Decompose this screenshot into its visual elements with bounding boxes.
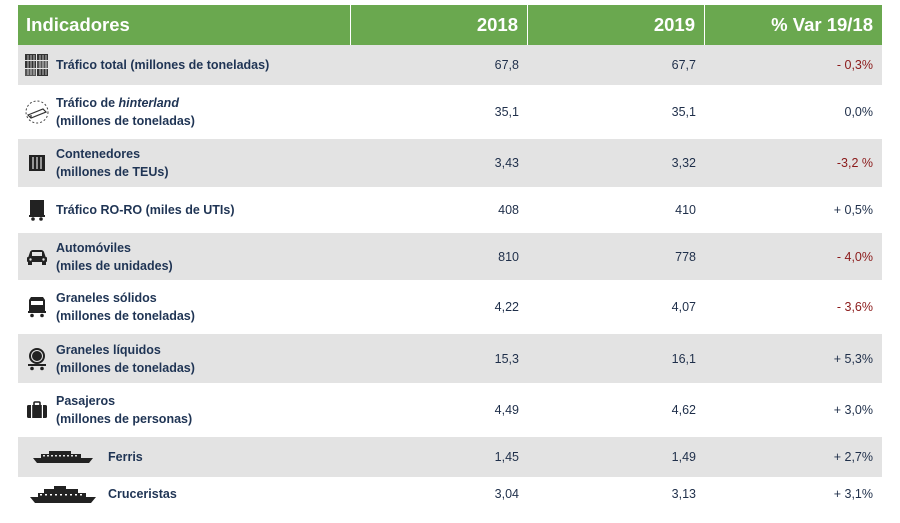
table-row: Tráfico RO-RO (miles de UTIs) 408 410 + … <box>18 189 882 233</box>
header-indicadores: Indicadores <box>18 5 351 45</box>
containers-stack-icon <box>18 53 56 77</box>
value-2019: 410 <box>675 203 696 217</box>
value-2019: 16,1 <box>671 351 696 366</box>
row-label: Ferris <box>108 450 143 464</box>
value-2019: 4,62 <box>671 403 696 417</box>
header-2018: 2018 <box>351 5 528 45</box>
row-label: Cruceristas <box>108 487 177 501</box>
value-2018: 3,04 <box>494 487 519 501</box>
roro-truck-icon <box>18 199 56 221</box>
value-2019: 4,07 <box>671 300 696 314</box>
ferry-icon <box>18 449 108 465</box>
value-var: - 3,6% <box>836 300 873 314</box>
value-var: + 3,0% <box>833 403 873 417</box>
value-2018: 35,1 <box>494 105 519 119</box>
row-label: Contenedores (millones de TEUs) <box>56 147 169 179</box>
header-var: % Var 19/18 <box>771 14 873 35</box>
value-2019: 3,32 <box>671 156 696 170</box>
tank-wagon-icon <box>18 347 56 371</box>
row-label: Tráfico total (millones de toneladas) <box>56 58 270 72</box>
value-2018: 408 <box>498 203 519 217</box>
row-label: Tráfico de hinterland (millones de tonel… <box>56 96 195 128</box>
value-2019: 35,1 <box>671 105 696 119</box>
hinterland-truck-icon <box>18 100 56 124</box>
table-row: Tráfico total (millones de toneladas) 67… <box>18 45 882 87</box>
value-2019: 1,49 <box>671 450 696 464</box>
table-header: Indicadores 2018 2019 % Var 19/18 <box>18 5 882 45</box>
value-2019: 67,7 <box>671 58 696 72</box>
value-var: + 5,3% <box>833 351 873 366</box>
value-var: - 0,3% <box>836 58 873 72</box>
table-row: Cruceristas 3,04 3,13 + 3,1% <box>18 479 882 523</box>
value-2018: 4,22 <box>494 300 519 314</box>
suitcase-icon <box>18 401 56 419</box>
value-var: - 4,0% <box>836 249 873 264</box>
value-2018: 4,49 <box>494 403 519 417</box>
value-var: + 3,1% <box>833 487 873 501</box>
table-row: Contenedores (millones de TEUs) 3,43 3,3… <box>18 139 882 189</box>
row-label: Graneles líquidos (millones de toneladas… <box>56 342 195 375</box>
table-row: Pasajeros (millones de personas) 4,49 4,… <box>18 385 882 437</box>
value-var: + 0,5% <box>833 203 873 217</box>
value-var: -3,2 % <box>836 156 873 170</box>
table-row: Ferris 1,45 1,49 + 2,7% <box>18 437 882 479</box>
cruise-ship-icon <box>18 479 108 504</box>
value-2018: 3,43 <box>494 156 519 170</box>
row-label: Automóviles (miles de unidades) <box>56 240 173 273</box>
car-icon <box>18 249 56 265</box>
value-2019: 778 <box>675 249 696 264</box>
value-2018: 67,8 <box>494 58 519 72</box>
value-2018: 15,3 <box>494 351 519 366</box>
value-var: 0,0% <box>844 105 874 119</box>
value-2019: 3,13 <box>671 487 696 501</box>
row-label: Pasajeros (millones de personas) <box>56 394 193 426</box>
table-row: Tráfico de hinterland (millones de tonel… <box>18 87 882 139</box>
header-2019: 2019 <box>528 5 705 45</box>
table-row: Graneles sólidos (millones de toneladas)… <box>18 282 882 334</box>
bulk-wagon-icon <box>18 296 56 318</box>
container-icon <box>18 154 56 172</box>
row-label: Graneles sólidos (millones de toneladas) <box>56 291 195 323</box>
table-row: Automóviles (miles de unidades) 810 778 … <box>18 233 882 282</box>
value-2018: 1,45 <box>494 450 519 464</box>
value-var: + 2,7% <box>833 450 873 464</box>
indicators-table: Indicadores 2018 2019 % Var 19/18 Tráfic… <box>18 5 882 523</box>
table-row: Graneles líquidos (millones de toneladas… <box>18 334 882 385</box>
value-2018: 810 <box>498 249 519 264</box>
row-label: Tráfico RO-RO (miles de UTIs) <box>56 203 235 217</box>
